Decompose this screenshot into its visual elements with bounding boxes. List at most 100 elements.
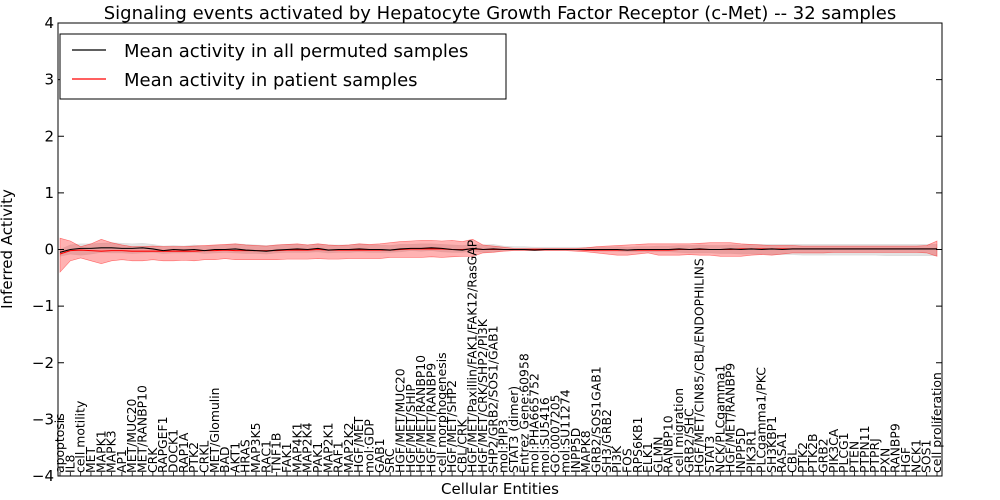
x-category-label: HGF/MET/SHIP bbox=[403, 384, 418, 473]
x-category-label: HGF/MET/Paxillin/FAK1/FAK12/RasGAP bbox=[465, 239, 480, 473]
x-category-label: mol:PIP3 bbox=[496, 419, 511, 473]
x-category-label: RANBP10 bbox=[661, 415, 676, 473]
x-category-label: INPP5D bbox=[568, 428, 583, 473]
x-category-label: RASA1 bbox=[774, 432, 789, 473]
x-category-label: BAD bbox=[217, 446, 232, 473]
x-category-label: PXN bbox=[877, 448, 892, 473]
x-category-label: MAP2K2 bbox=[341, 422, 356, 473]
x-category-label: MAP4K1 bbox=[289, 422, 304, 473]
x-category-label: NCK1 bbox=[908, 439, 923, 473]
x-category-label: RAC1 bbox=[258, 440, 273, 473]
x-category-label: GLMN bbox=[650, 437, 665, 473]
x-category-label: MAP2K4 bbox=[300, 422, 315, 473]
band-patient bbox=[59, 237, 938, 273]
x-category-label: NCK/PLCgamma1 bbox=[712, 365, 727, 473]
x-category-label: Entrez Gene:60958 bbox=[516, 353, 531, 473]
x-category-label: FAK1 bbox=[279, 443, 294, 473]
x-category-label: SH3/GRB2 bbox=[599, 409, 614, 473]
y-tick-label: 2 bbox=[44, 127, 54, 145]
x-category-label: MAPK1 bbox=[93, 430, 108, 473]
legend-label-patient: Mean activity in patient samples bbox=[124, 70, 418, 91]
x-category-label: HGF/MET/CRK/SHP2/PI3K bbox=[475, 318, 490, 473]
x-category-label: STAT3 (dimer) bbox=[506, 386, 521, 473]
chart-title: Signaling events activated by Hepatocyte… bbox=[104, 3, 897, 24]
x-category-label: RANBP9 bbox=[888, 423, 903, 473]
x-category-label: GRB2 bbox=[816, 438, 831, 473]
x-category-label: CRK bbox=[145, 447, 160, 473]
x-category-label: RAP1A bbox=[176, 432, 191, 473]
x-category-label: ELK1 bbox=[640, 442, 655, 473]
y-tick-label: 3 bbox=[44, 71, 54, 89]
x-category-label: MAP3K5 bbox=[248, 422, 263, 473]
legend: Mean activity in all permuted samples Me… bbox=[59, 33, 507, 100]
x-category-label: GAB1 bbox=[372, 439, 387, 473]
legend-label-permuted: Mean activity in all permuted samples bbox=[124, 41, 468, 62]
x-category-label: HGF/MET/RANBP9 bbox=[423, 363, 438, 473]
x-category-label: RAF1 bbox=[331, 441, 346, 473]
x-category-label: PLCgamma1/PKC bbox=[754, 367, 769, 473]
x-category-label: PTPRJ bbox=[867, 438, 882, 473]
x-category-label: PAK1 bbox=[310, 442, 325, 473]
x-category-label: GRB2/SHC bbox=[681, 408, 696, 473]
y-tick-label: −4 bbox=[32, 467, 54, 485]
x-category-label: DOCK1 bbox=[165, 429, 180, 473]
x-category-label: AP1 bbox=[114, 449, 129, 473]
legend-box bbox=[59, 33, 507, 100]
x-category-label: mol:PHA665752 bbox=[527, 373, 542, 473]
confidence-bands bbox=[59, 237, 938, 273]
x-category-label: PTK2 bbox=[795, 442, 810, 473]
x-category-label: MAP2K1 bbox=[320, 422, 335, 473]
x-category-label: HGF/MET bbox=[351, 416, 366, 473]
y-tick-label: 0 bbox=[44, 241, 54, 259]
x-category-label: PTEN bbox=[846, 441, 861, 473]
y-axis-label: Inferred Activity bbox=[0, 189, 16, 309]
x-category-label: GO:0007205 bbox=[547, 395, 562, 474]
x-category-label: mol:SU11274 bbox=[558, 389, 573, 473]
x-category-label: TNF1B bbox=[269, 433, 284, 474]
x-category-label: PI3K bbox=[609, 445, 624, 473]
x-category-label: FOS bbox=[619, 448, 634, 473]
x-category-label: MET/Glomulin bbox=[207, 387, 222, 473]
x-category-label: MET/MUC20 bbox=[124, 398, 139, 473]
x-category-label: mol:GDP bbox=[362, 419, 377, 473]
x-category-label: CBL/CRK bbox=[454, 419, 469, 473]
x-category-label: IL8 bbox=[62, 454, 77, 473]
x-axis-label: Cellular Entities bbox=[441, 480, 559, 498]
x-category-label: MET/RANBP10 bbox=[135, 385, 150, 473]
x-category-label: cell motility bbox=[73, 401, 88, 473]
x-category-label: PTPN11 bbox=[857, 425, 872, 473]
x-category-label: PIK3R1 bbox=[743, 429, 758, 473]
x-category-label: RAPGEF1 bbox=[155, 417, 170, 474]
series-line-permuted bbox=[59, 247, 937, 253]
y-tick-label: 4 bbox=[44, 14, 54, 32]
x-category-label: STAT3 bbox=[702, 436, 717, 473]
y-tick-label: −1 bbox=[32, 297, 54, 315]
x-category-label: HGF/MET/SHP2 bbox=[444, 380, 459, 473]
x-category-label: PTK2 bbox=[186, 442, 201, 473]
x-category-label: cell proliferation bbox=[929, 372, 944, 473]
x-category-label: SH3KBP1 bbox=[764, 416, 779, 473]
x-category-label: PTK2B bbox=[805, 433, 820, 473]
x-category-label: CRKL bbox=[196, 441, 211, 473]
x-category-label: SRC bbox=[382, 448, 397, 473]
x-category-label: HGF/MET/RANBP9 bbox=[723, 363, 738, 473]
y-tick-label: −3 bbox=[32, 410, 54, 428]
x-category-label: PLCG1 bbox=[836, 432, 851, 473]
series-lines bbox=[59, 247, 937, 255]
x-category-label: MAPK3 bbox=[104, 430, 119, 473]
y-tick-label: 1 bbox=[44, 184, 54, 202]
x-category-label: SHP2/GRB2/SOS1/GAB1 bbox=[485, 326, 500, 473]
x-category-label: HRAS bbox=[238, 439, 253, 473]
x-category-label: HGF bbox=[898, 447, 913, 473]
x-category-label: HGF/MET/CIN85/CBL/ENDOPHILINS bbox=[692, 258, 707, 473]
x-category-label: cell morphogenesis bbox=[434, 352, 449, 473]
x-category-label: AKT1 bbox=[227, 442, 242, 473]
x-category-label: HGF/MET/RANBP10 bbox=[413, 355, 428, 473]
x-category-label: MET bbox=[83, 446, 98, 473]
x-category-label: MAPK8 bbox=[578, 430, 593, 473]
y-tick-label: −2 bbox=[32, 354, 54, 372]
x-category-label: HGF/MET/MUC20 bbox=[392, 368, 407, 473]
x-category-label: GRB2/SOS1GAB1 bbox=[589, 366, 604, 473]
